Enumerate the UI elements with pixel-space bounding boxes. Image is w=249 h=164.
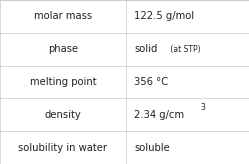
Text: melting point: melting point (30, 77, 96, 87)
Text: 356 °C: 356 °C (134, 77, 169, 87)
Text: 2.34 g/cm: 2.34 g/cm (134, 110, 185, 120)
Text: soluble: soluble (134, 143, 170, 153)
Text: solubility in water: solubility in water (18, 143, 107, 153)
Text: density: density (45, 110, 81, 120)
Text: molar mass: molar mass (34, 11, 92, 21)
Text: phase: phase (48, 44, 78, 54)
Text: 122.5 g/mol: 122.5 g/mol (134, 11, 194, 21)
Text: (at STP): (at STP) (168, 45, 200, 54)
Text: 3: 3 (200, 103, 205, 112)
Text: solid: solid (134, 44, 158, 54)
